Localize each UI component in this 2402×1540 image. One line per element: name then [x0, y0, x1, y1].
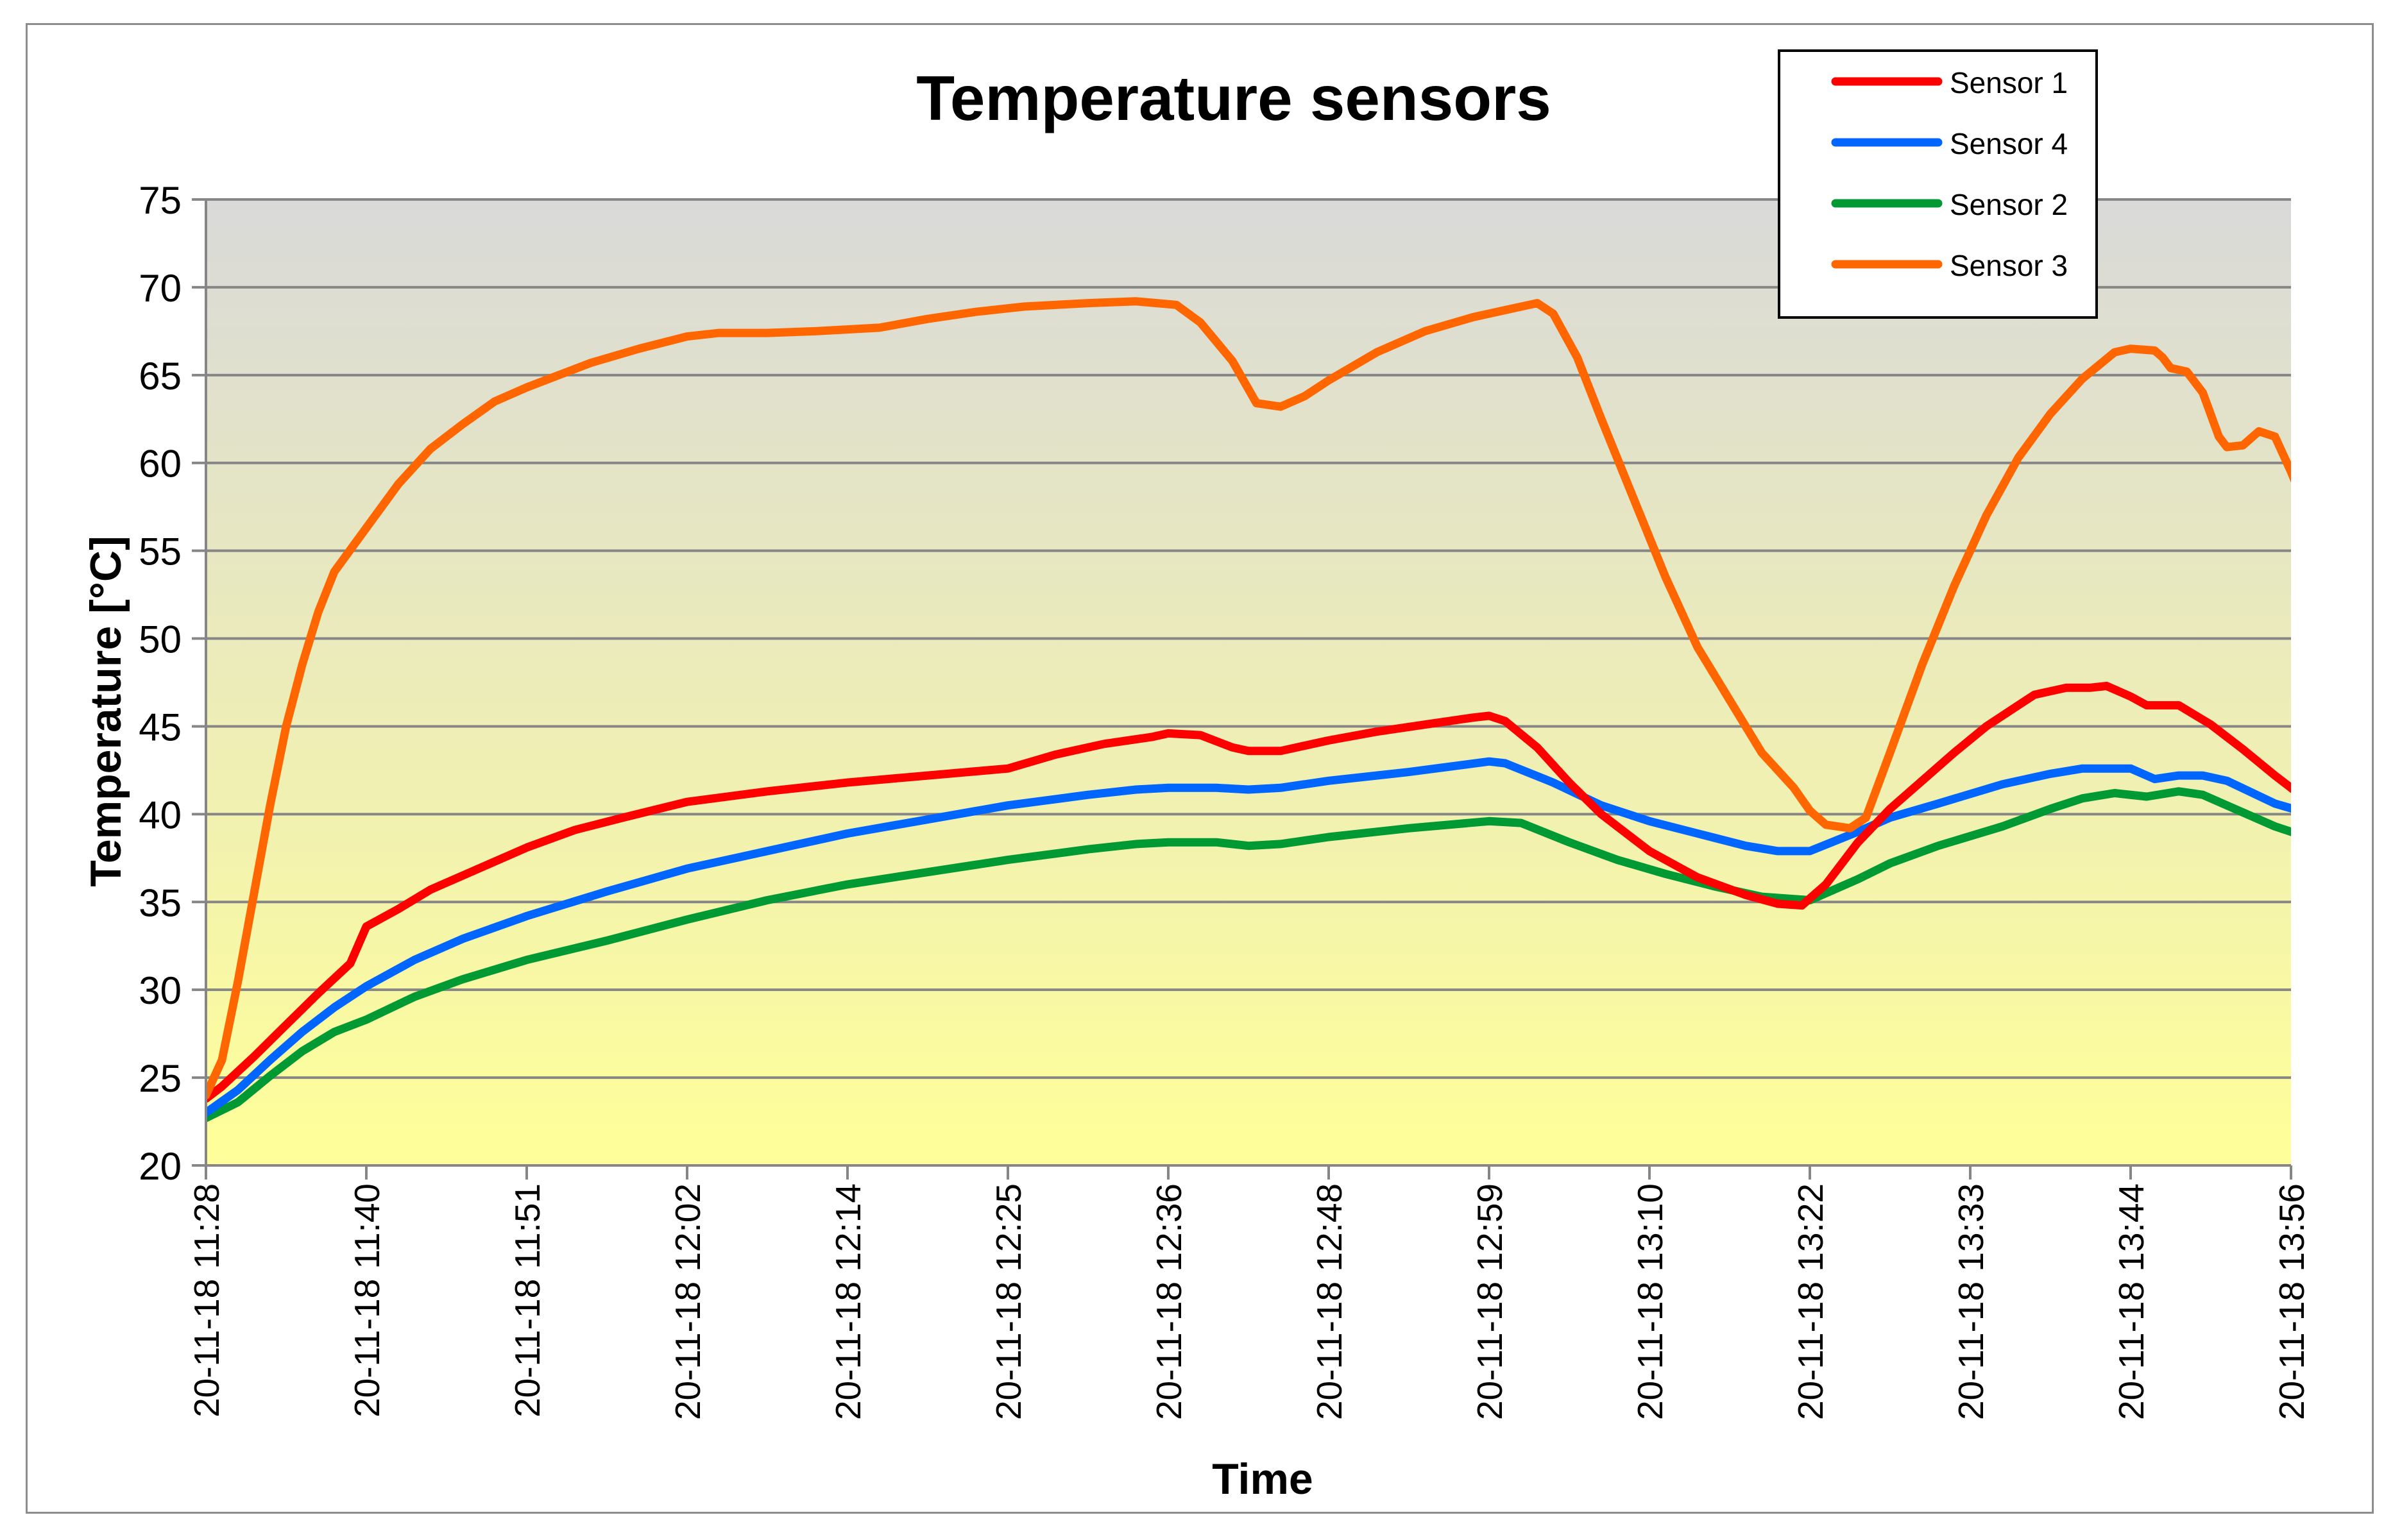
chart-title: Temperature sensors: [916, 63, 1551, 133]
y-tick-label: 55: [139, 530, 182, 573]
x-tick-labels: 20-11-18 11:28 20-11-18 11:40 20-11-18 11:…: [187, 1183, 2312, 1420]
chart-frame: 20 25 30 35 40 45 50 55 60 65 70 75 20-11-18 11:28 2…: [26, 23, 2374, 1514]
x-tick-label: 20-11-18 12:14: [828, 1183, 868, 1420]
x-tick-label: 20-11-18 11:28: [187, 1183, 226, 1417]
x-tick-label: 20-11-18 13:33: [1951, 1183, 1991, 1420]
x-axis-label: Time: [1212, 1455, 1313, 1503]
series-line-sensor-3: [206, 297, 2291, 1099]
y-tick-label: 45: [139, 706, 182, 749]
y-tick-label: 60: [139, 443, 182, 486]
legend-label: Sensor 2: [1950, 188, 2068, 221]
y-tick-label: 70: [139, 267, 182, 310]
y-tick-labels: 20 25 30 35 40 45 50 55 60 65 70 75: [139, 179, 182, 1188]
x-tick-label: 20-11-18 13:56: [2272, 1183, 2312, 1420]
x-tick-label: 20-11-18 13:44: [2111, 1183, 2151, 1420]
x-tick-label: 20-11-18 13:10: [1630, 1183, 1670, 1420]
legend-label: Sensor 1: [1950, 66, 2068, 99]
y-tick-label: 50: [139, 618, 182, 661]
y-tick-label: 20: [139, 1145, 182, 1188]
y-axis-label: Temperature [°C]: [81, 536, 130, 886]
legend: Sensor 1 Sensor 4 Sensor 2 Sensor 3: [1778, 49, 2098, 319]
series-lines: [206, 297, 2291, 1122]
x-tick-label: 20-11-18 13:22: [1791, 1183, 1830, 1420]
x-tick-label: 20-11-18 12:25: [989, 1183, 1028, 1420]
y-tick-label: 25: [139, 1057, 182, 1100]
series-line-sensor-4: [206, 757, 2291, 1117]
plot-area: [206, 199, 2291, 1165]
legend-label: Sensor 3: [1950, 249, 2068, 282]
x-tick-label: 20-11-18 12:59: [1470, 1183, 1510, 1420]
legend-label: Sensor 4: [1950, 127, 2068, 160]
axes: [192, 198, 2292, 1180]
x-tick-label: 20-11-18 11:51: [507, 1183, 547, 1417]
y-tick-label: 30: [139, 969, 182, 1012]
x-tick-label: 20-11-18 12:48: [1309, 1183, 1349, 1420]
x-tick-label: 20-11-18 12:36: [1149, 1183, 1189, 1420]
y-tick-label: 65: [139, 355, 182, 398]
x-tick-label: 20-11-18 11:40: [347, 1183, 387, 1417]
y-tick-label: 75: [139, 179, 182, 222]
y-tick-label: 35: [139, 881, 182, 924]
x-tick-label: 20-11-18 12:02: [668, 1183, 708, 1420]
y-tick-label: 40: [139, 793, 182, 836]
legend-box: [1778, 49, 2098, 319]
series-line-sensor-2: [206, 787, 2291, 1122]
series-line-sensor-1: [206, 682, 2291, 1103]
